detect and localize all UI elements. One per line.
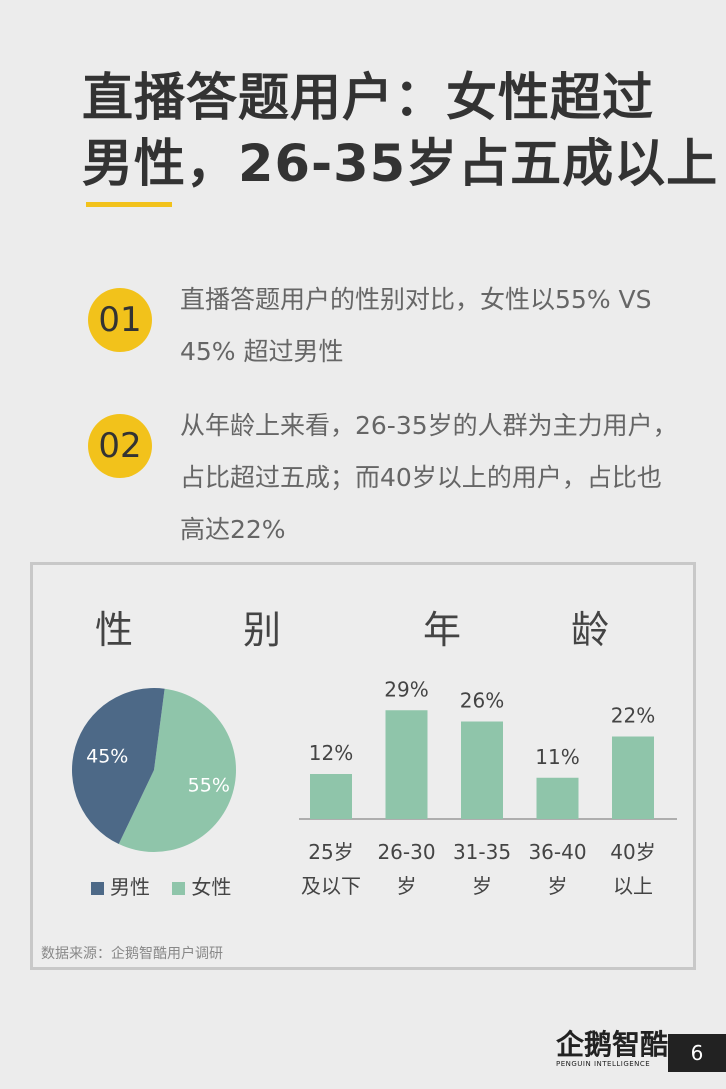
point-text: 直播答题用户的性别对比，女性以55% VS 45% 超过男性	[180, 285, 652, 366]
age-bar	[536, 777, 579, 819]
bar-category-label: 以上	[613, 874, 653, 898]
bar-value-label: 22%	[611, 704, 655, 728]
title-line-2: 男性，26-35岁占五成以上	[82, 135, 719, 194]
gender-pie-chart: 55% 45%	[71, 688, 236, 852]
logo-en-text: PENGUIN INTELLIGENCE	[556, 1060, 651, 1068]
point-text: 从年龄上来看，26-35岁的人群为主力用户，占比超过五成；而40岁以上的用户，占…	[180, 411, 678, 544]
legend-swatch-male	[91, 882, 104, 895]
bar-category-label: 岁	[548, 874, 568, 898]
pie-label-male: 45%	[86, 746, 128, 768]
point-number-badge: 02	[88, 414, 152, 478]
title-underline	[86, 202, 172, 207]
page-number: 6	[668, 1034, 726, 1072]
bar-category-label: 及以下	[301, 874, 361, 898]
bar-value-label: 12%	[309, 741, 353, 765]
point-number-badge: 01	[88, 288, 152, 352]
bar-category-label: 岁	[472, 874, 492, 898]
chart-panel: 性 别 年 龄 55% 45% 男性 女性 12% 25岁及以下 29% 26-30 岁 2…	[30, 562, 696, 970]
gender-chart-title: 性 别	[95, 608, 318, 652]
bar-category-label: 25岁	[308, 840, 353, 864]
legend-swatch-female	[172, 882, 186, 895]
bar-category-label: 36-40	[528, 840, 586, 864]
bar-category-label: 26-30	[377, 840, 435, 864]
gender-legend: 男性 女性	[91, 871, 247, 900]
age-bar	[461, 721, 503, 819]
pie-slice-female	[118, 688, 236, 852]
legend-item-male: 男性	[91, 871, 150, 900]
age-chart-title: 年 龄	[423, 608, 646, 652]
pie-label-female: 55%	[188, 774, 230, 796]
bar-value-label: 11%	[535, 745, 579, 769]
legend-label-male: 男性	[110, 875, 150, 899]
age-bar	[612, 736, 654, 819]
bar-category-label: 岁	[397, 874, 417, 898]
pie-slice-male	[71, 688, 165, 845]
bar-category-label: 40岁	[610, 840, 655, 864]
logo-cn-text: 企鹅智酷	[556, 1028, 669, 1061]
penguin-intelligence-logo: 企鹅智酷 PENGUIN INTELLIGENCE	[556, 1028, 669, 1070]
age-bar	[310, 774, 352, 819]
age-bar	[385, 710, 428, 819]
legend-item-female: 女性	[172, 871, 231, 900]
bar-category-label: 31-35	[453, 840, 511, 864]
data-source-note: 数据来源：企鹅智酷用户调研	[41, 946, 223, 962]
title-line-1: 直播答题用户：女性超过	[82, 69, 655, 128]
bar-value-label: 29%	[384, 677, 428, 701]
bar-value-label: 26%	[460, 689, 504, 713]
legend-label-female: 女性	[191, 875, 232, 899]
page-title: 直播答题用户：女性超过 男性，26-35岁占五成以上	[82, 66, 722, 198]
